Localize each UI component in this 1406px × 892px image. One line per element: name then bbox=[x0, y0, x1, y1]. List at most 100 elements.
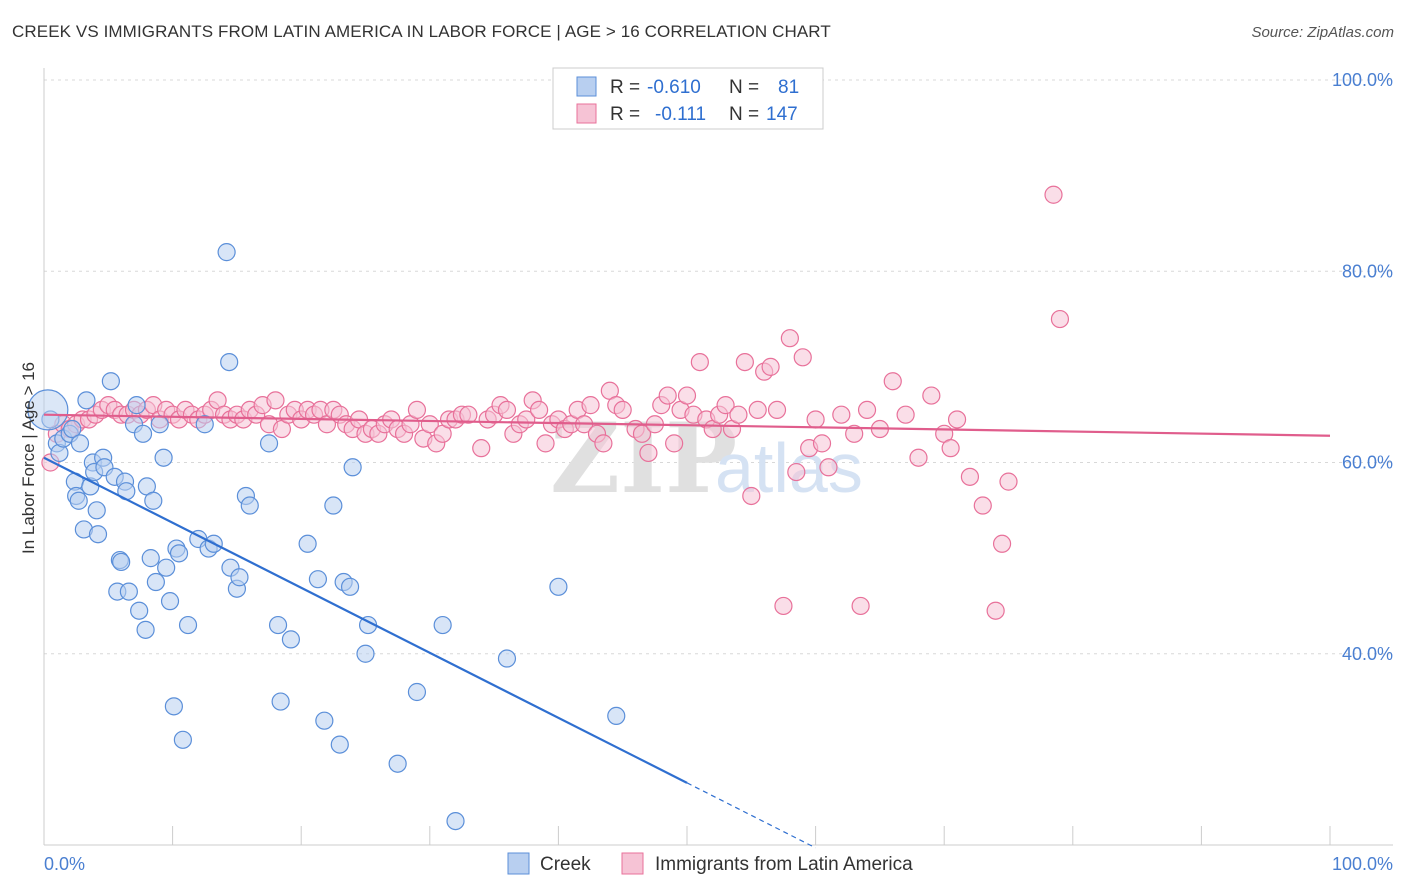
latin-point-125 bbox=[883, 372, 902, 391]
y-tick-label-0: 40.0% bbox=[1342, 644, 1393, 664]
latin-point-128 bbox=[922, 386, 941, 405]
legend-r-value-2: -0.111 bbox=[655, 104, 706, 125]
legend-n-value-1: 81 bbox=[778, 77, 799, 98]
creek-point-62 bbox=[315, 711, 334, 730]
bottom-legend-creek: Creek bbox=[540, 854, 591, 875]
latin-point-123 bbox=[857, 400, 877, 420]
latin-point-57 bbox=[407, 400, 427, 420]
creek-point-71 bbox=[407, 682, 427, 702]
latin-point-138 bbox=[1044, 185, 1063, 204]
creek-point-50 bbox=[220, 352, 239, 372]
creek-trend-line bbox=[43, 456, 688, 784]
creek-point-34 bbox=[144, 491, 163, 510]
y-tick-label-3: 100.0% bbox=[1332, 70, 1393, 90]
creek-point-73 bbox=[446, 811, 465, 831]
latin-point-103 bbox=[716, 396, 735, 415]
latin-point-115 bbox=[793, 348, 812, 367]
latin-point-127 bbox=[909, 448, 928, 467]
creek-point-49 bbox=[217, 243, 236, 262]
grid-lines bbox=[44, 79, 1393, 655]
creek-point-11 bbox=[77, 391, 96, 410]
creek-point-57 bbox=[268, 615, 288, 635]
latin-point-117 bbox=[806, 410, 825, 429]
legend-swatch-creek bbox=[576, 76, 597, 97]
creek-point-66 bbox=[340, 577, 360, 596]
latin-point-133 bbox=[973, 496, 992, 515]
latin-point-120 bbox=[832, 405, 851, 424]
creek-point-31 bbox=[136, 620, 155, 639]
latin-point-108 bbox=[748, 400, 767, 420]
latin-point-137 bbox=[1050, 309, 1070, 329]
creek-point-59 bbox=[281, 630, 301, 649]
creek-trend-extension bbox=[686, 782, 816, 849]
latin-point-135 bbox=[992, 534, 1012, 553]
creek-point-60 bbox=[298, 534, 317, 553]
series-creek-points bbox=[27, 243, 626, 831]
legend-box: R = -0.610 N = 81 R = -0.111 N = 147 bbox=[552, 67, 824, 130]
latin-point-91 bbox=[639, 443, 658, 463]
latin-point-106 bbox=[735, 352, 754, 372]
creek-point-15 bbox=[87, 501, 106, 520]
creek-point-75 bbox=[549, 577, 568, 596]
y-tick-label-2: 80.0% bbox=[1342, 261, 1393, 281]
creek-point-30 bbox=[133, 424, 153, 443]
creek-point-28 bbox=[127, 396, 146, 415]
y-tick-label-1: 60.0% bbox=[1342, 453, 1393, 473]
legend-n-value-2: 147 bbox=[766, 104, 798, 125]
creek-point-40 bbox=[164, 697, 183, 716]
creek-point-29 bbox=[130, 601, 149, 620]
latin-point-114 bbox=[787, 462, 806, 482]
latin-point-121 bbox=[845, 424, 864, 443]
creek-point-72 bbox=[433, 615, 452, 635]
latin-point-94 bbox=[658, 386, 677, 405]
latin-point-112 bbox=[774, 596, 793, 616]
legend-swatch-latin bbox=[576, 103, 597, 124]
creek-point-36 bbox=[150, 415, 169, 434]
legend-n-label-1: N = bbox=[729, 77, 759, 98]
y-tick-labels: 40.0% 60.0% 80.0% 100.0% bbox=[1332, 70, 1393, 664]
creek-point-44 bbox=[178, 615, 198, 635]
creek-point-9 bbox=[70, 434, 90, 453]
creek-point-64 bbox=[330, 735, 349, 754]
creek-point-63 bbox=[324, 496, 343, 515]
latin-point-107 bbox=[742, 486, 761, 506]
latin-point-97 bbox=[677, 386, 697, 405]
latin-point-131 bbox=[947, 410, 967, 429]
y-axis-label: In Labor Force | Age > 16 bbox=[19, 362, 38, 554]
creek-point-74 bbox=[497, 649, 517, 668]
creek-point-5 bbox=[63, 419, 82, 439]
latin-point-83 bbox=[581, 396, 600, 415]
creek-point-8 bbox=[69, 491, 88, 510]
creek-point-46 bbox=[195, 415, 214, 434]
source-label: Source: ZipAtlas.com bbox=[1251, 24, 1394, 41]
creek-point-large bbox=[27, 389, 69, 431]
creek-point-68 bbox=[356, 644, 375, 663]
creek-point-76 bbox=[607, 706, 626, 726]
legend-r-value-1: -0.610 bbox=[647, 77, 701, 98]
latin-point-132 bbox=[960, 467, 980, 486]
creek-point-38 bbox=[157, 558, 176, 577]
latin-point-65 bbox=[459, 405, 478, 424]
series-latin-points bbox=[41, 185, 1070, 620]
latin-trend-line bbox=[43, 413, 1331, 437]
latin-point-134 bbox=[986, 601, 1005, 620]
latin-point-118 bbox=[812, 434, 832, 453]
latin-point-99 bbox=[690, 352, 709, 372]
bottom-legend: Creek Immigrants from Latin America bbox=[507, 852, 913, 875]
creek-point-23 bbox=[112, 552, 131, 572]
x-tick-label-1: 100.0% bbox=[1332, 854, 1393, 874]
latin-point-88 bbox=[613, 400, 632, 420]
creek-point-56 bbox=[259, 434, 279, 453]
latin-point-75 bbox=[530, 400, 549, 420]
bottom-legend-latin: Immigrants from Latin America bbox=[655, 854, 913, 875]
latin-point-119 bbox=[819, 458, 838, 477]
creek-point-26 bbox=[119, 582, 138, 601]
latin-point-110 bbox=[761, 357, 780, 376]
latin-point-113 bbox=[780, 329, 799, 348]
bottom-legend-swatch-creek bbox=[507, 852, 530, 875]
creek-point-55 bbox=[240, 496, 259, 515]
creek-point-61 bbox=[308, 570, 328, 589]
creek-point-67 bbox=[343, 458, 362, 477]
latin-point-126 bbox=[896, 405, 915, 424]
